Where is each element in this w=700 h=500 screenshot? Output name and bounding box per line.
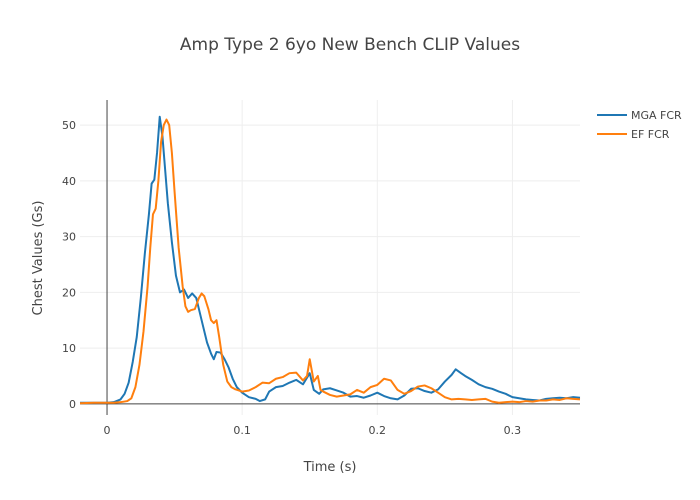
- series-line-1: [80, 115, 581, 404]
- y-tick-label: 30: [62, 231, 76, 244]
- legend-label: EF FCR: [631, 128, 670, 141]
- y-axis-title: Chest Values (Gs): [31, 201, 46, 316]
- x-tick-label: 0.1: [233, 424, 251, 437]
- x-tick-label: 0: [104, 424, 111, 437]
- y-tick-label: 10: [62, 342, 76, 355]
- axes: [80, 100, 580, 415]
- x-tick-label: 0.2: [369, 424, 387, 437]
- y-tick-label: 40: [62, 175, 76, 188]
- series-line-2: [79, 118, 581, 405]
- series-lines: [79, 115, 581, 405]
- y-tick-label: 0: [69, 398, 76, 411]
- x-tick-label: 0.3: [504, 424, 522, 437]
- gridlines: [80, 100, 580, 415]
- legend-label: MGA FCR: [631, 109, 682, 122]
- tick-labels: 0 10 20 30 40 50 0 0.1 0.2 0.3: [62, 119, 521, 437]
- x-axis-title: Time (s): [303, 460, 357, 475]
- y-tick-label: 20: [62, 286, 76, 299]
- y-tick-label: 50: [62, 119, 76, 132]
- legend: MGA FCR EF FCR: [597, 109, 682, 141]
- chart-title: Amp Type 2 6yo New Bench CLIP Values: [180, 35, 520, 55]
